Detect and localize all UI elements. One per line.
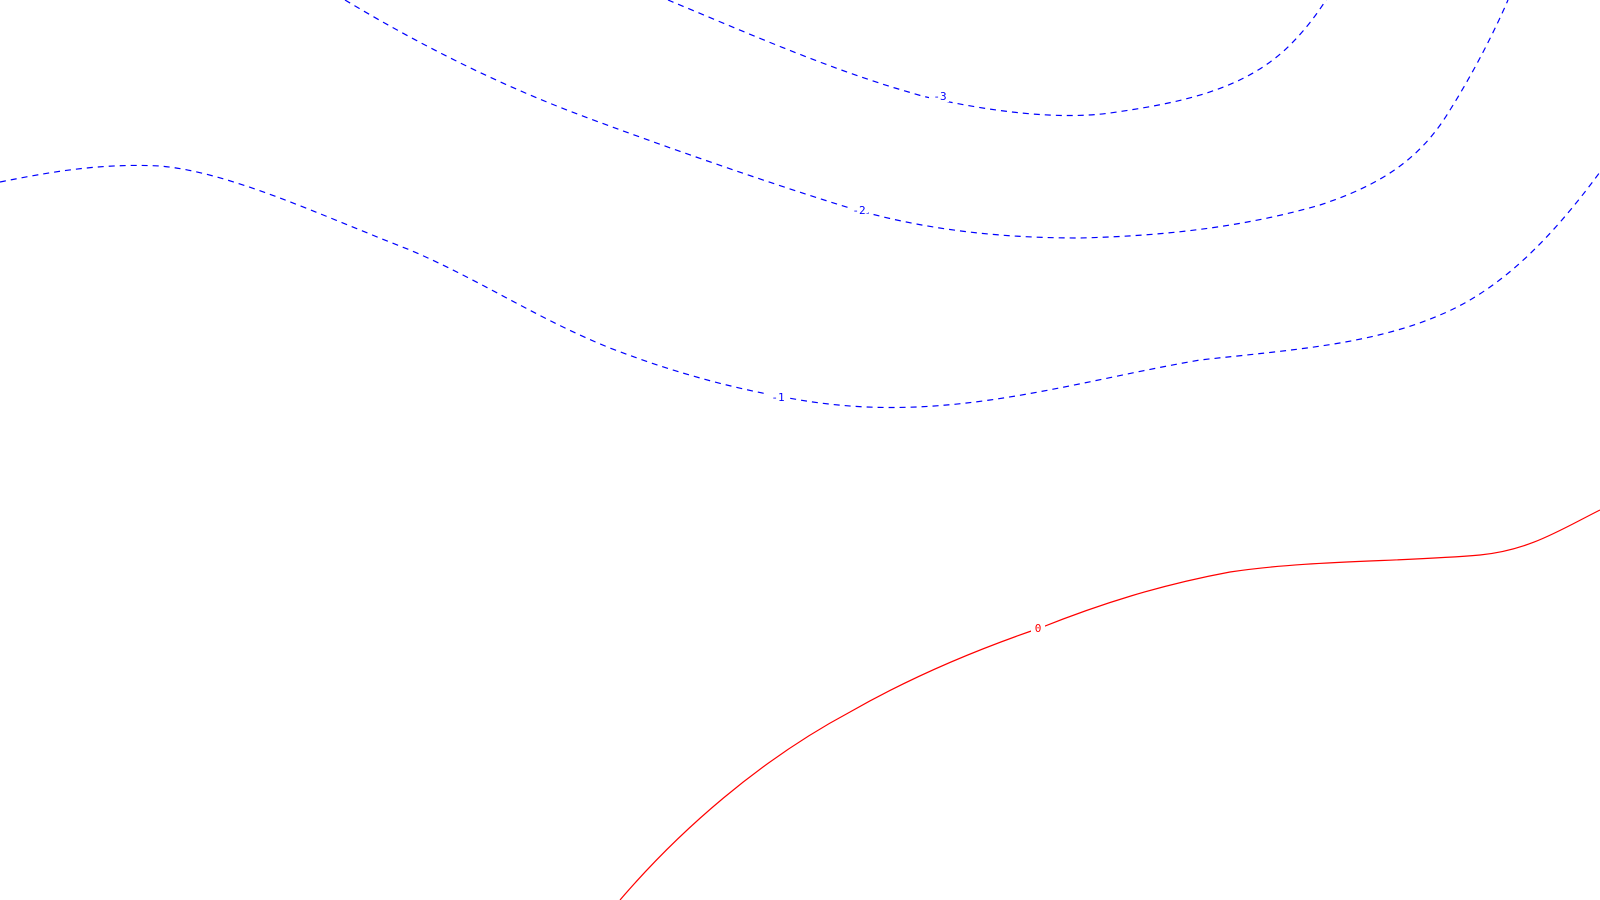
contour-line-0 xyxy=(619,509,1600,900)
contour-label-neg1: -1 xyxy=(771,391,784,404)
contour-label-0: 0 xyxy=(1035,622,1042,635)
contour-group-neg2: -2 xyxy=(344,0,1509,239)
contour-group-0: 0 xyxy=(619,509,1600,900)
contour-group-neg1: -1 xyxy=(0,164,1600,409)
contour-line-neg2 xyxy=(344,0,1509,239)
contour-label-neg2: -2 xyxy=(852,204,865,217)
contour-line-neg1 xyxy=(0,164,1600,409)
contour-line-neg3 xyxy=(667,0,1327,117)
contour-group-neg3: -3 xyxy=(667,0,1327,117)
contour-label-neg3: -3 xyxy=(933,90,946,103)
